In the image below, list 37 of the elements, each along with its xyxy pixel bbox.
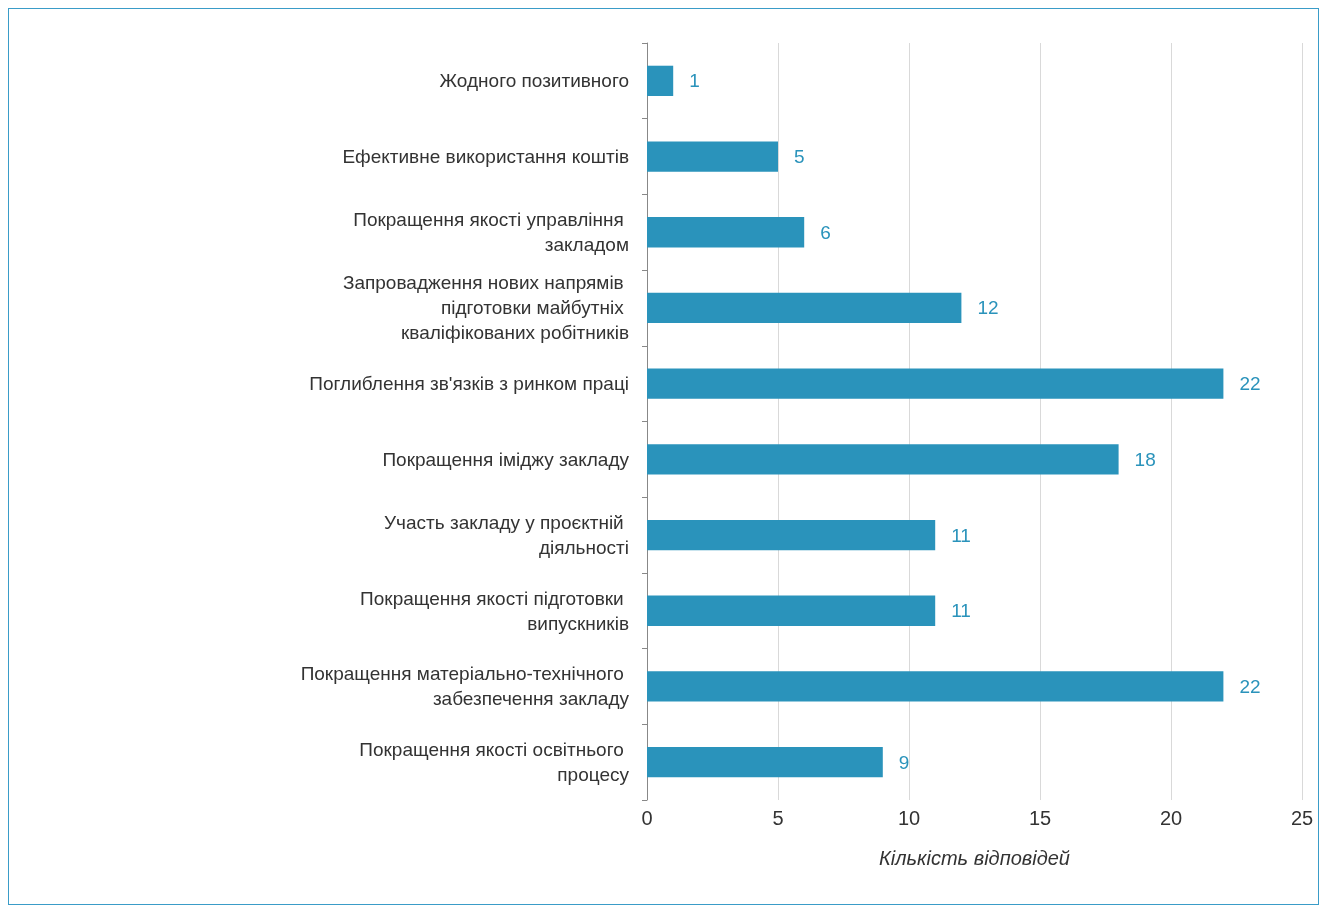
y-tick-label: Покращення якості освітнього процесу [359, 739, 630, 786]
bar [647, 671, 1224, 702]
y-tick-label: Жодного позитивного [439, 70, 629, 92]
y-tick-label: Поглиблення зв'язків з ринком праці [309, 373, 629, 395]
y-tick-label: Покращення іміджу закладу [382, 448, 630, 470]
data-label: 22 [1239, 373, 1261, 395]
x-tick-label: 20 [1159, 807, 1183, 829]
y-tick-label: Покращення якості підготовки випускників [360, 587, 629, 634]
y-tick-label: Покращення матеріально-технічного забезпечення закладу [300, 663, 630, 710]
data-label: 11 [951, 600, 971, 622]
data-label: 11 [951, 524, 971, 546]
y-tick-label: Ефективне використання коштів [342, 146, 629, 168]
bar [647, 444, 1119, 475]
data-label: 1 [689, 70, 700, 92]
y-tick-label: Участь закладу у проєктній діяльності [384, 512, 629, 559]
y-tick-label: Покращення якості управління закладом [353, 209, 629, 256]
x-tick-label: 5 [772, 807, 784, 829]
bar [647, 292, 962, 324]
bar [647, 141, 778, 172]
data-label: 12 [977, 297, 999, 319]
bar [647, 747, 883, 778]
data-label: 22 [1239, 675, 1261, 697]
x-tick-label: 0 [641, 807, 653, 829]
bar [647, 368, 1224, 399]
bar [647, 595, 936, 626]
data-label: 9 [898, 751, 910, 773]
y-tick-label: Запровадження нових напрямів підготовки майбутніх кваліфікованих робітників [342, 272, 629, 344]
x-axis-title: Кількість відповідей [879, 847, 1070, 869]
x-tick-label: 10 [897, 807, 921, 829]
bar [647, 519, 936, 551]
bar [647, 65, 674, 96]
x-tick-label: 25 [1290, 807, 1314, 829]
data-label: 6 [820, 221, 831, 243]
x-tick-label: 15 [1028, 807, 1052, 829]
data-label: 5 [794, 146, 805, 168]
bar [647, 217, 805, 248]
data-label: 18 [1134, 448, 1156, 470]
